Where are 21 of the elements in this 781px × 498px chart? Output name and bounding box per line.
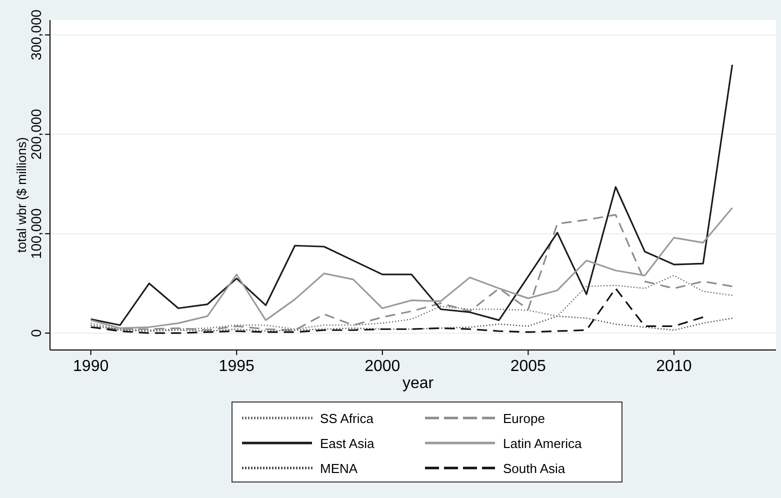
- legend-label: Europe: [503, 411, 545, 426]
- line-series: [90, 316, 733, 332]
- x-tick-label: 2005: [510, 358, 546, 375]
- x-axis-title: year: [402, 375, 434, 392]
- legend-label: MENA: [320, 461, 358, 476]
- legend-label: Latin America: [503, 436, 583, 451]
- x-tick-label: 1995: [218, 358, 254, 375]
- legend-label: SS Africa: [320, 411, 374, 426]
- y-tick-label: 300,000: [28, 9, 44, 60]
- line-series: [90, 64, 734, 326]
- line-series: [90, 288, 704, 334]
- y-tick-label: 200,000: [28, 108, 44, 160]
- y-tick-label: 0: [28, 329, 44, 337]
- y-axis-title: total wbr ($ millions): [14, 137, 29, 253]
- legend-label: East Asia: [320, 436, 375, 451]
- legend-label: South Asia: [503, 461, 566, 476]
- x-tick-label: 2010: [656, 358, 692, 375]
- x-tick-label: 2000: [364, 358, 400, 375]
- y-tick-label: 100,000: [28, 208, 44, 260]
- line-series: [90, 274, 733, 331]
- x-tick-label: 1990: [73, 358, 109, 375]
